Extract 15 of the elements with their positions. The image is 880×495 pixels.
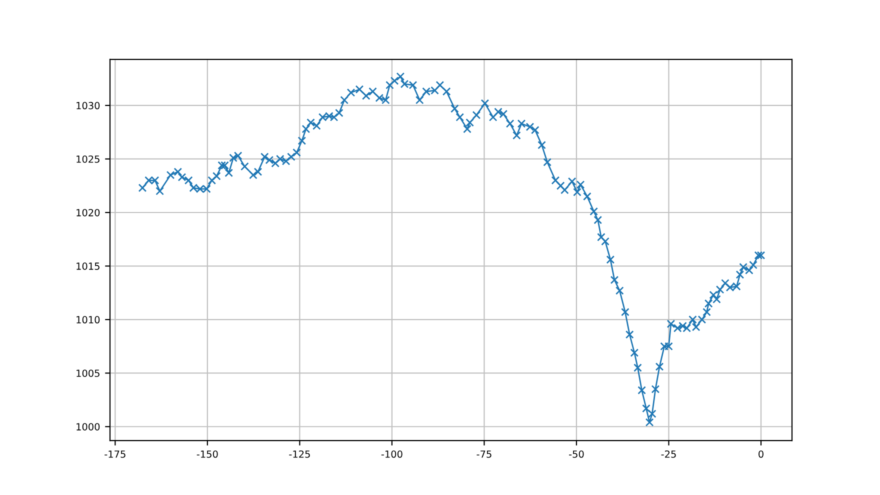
x-tick-label: -100 — [381, 450, 402, 458]
x-tick-label: -175 — [104, 450, 126, 458]
x-tick-label: -75 — [476, 450, 492, 458]
x-tick-label: -25 — [661, 450, 676, 458]
x-tick-label: -125 — [289, 450, 310, 458]
x-tick-label: 0 — [758, 450, 764, 458]
y-tick-label: 1030 — [76, 102, 100, 110]
y-tick-label: 1005 — [76, 370, 100, 377]
x-tick-label: -150 — [196, 450, 218, 458]
y-tick-label: 1010 — [76, 316, 100, 324]
y-tick-label: 1000 — [76, 423, 100, 430]
y-tick-label: 1020 — [76, 208, 100, 216]
y-tick-label: 1025 — [76, 155, 100, 163]
x-tick-label: -50 — [569, 450, 584, 458]
y-tick-label: 1015 — [76, 262, 100, 270]
